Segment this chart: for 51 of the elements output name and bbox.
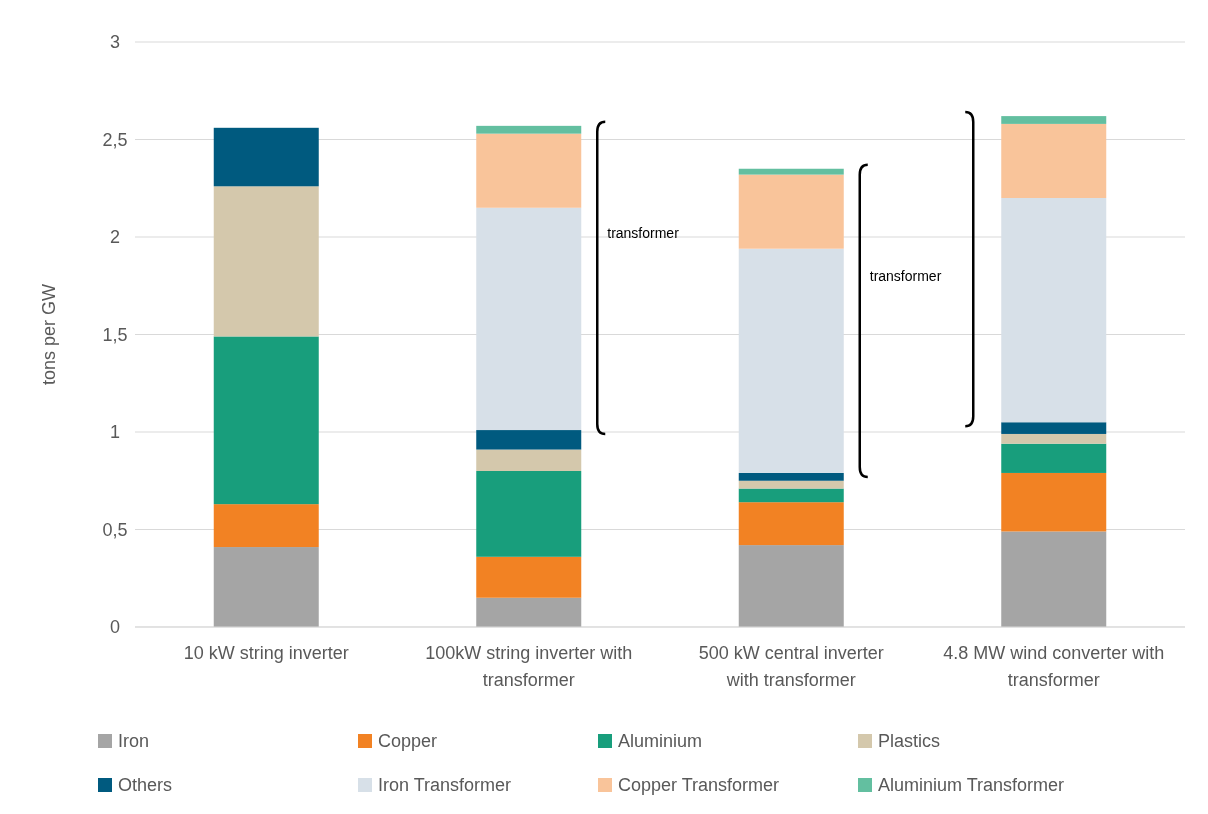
bar — [738, 168, 844, 175]
legend-label: Copper Transformer — [618, 775, 780, 795]
bar — [1001, 123, 1107, 198]
y-axis-title: tons per GW — [39, 283, 59, 386]
x-tick-label: 10 kW string inverter — [183, 643, 349, 663]
legend-label: Aluminium Transformer — [878, 775, 1065, 795]
x-tick-label: 100kW string inverter with transformer — [425, 643, 633, 690]
bar — [738, 488, 844, 503]
bar — [738, 174, 844, 249]
bar — [738, 248, 844, 473]
bar — [1001, 472, 1107, 532]
bar — [1001, 443, 1107, 473]
legend-label: Others — [118, 775, 173, 795]
bar — [738, 472, 844, 481]
bar — [1001, 198, 1107, 423]
bar — [476, 449, 582, 471]
y-tick-label: 0 — [109, 617, 121, 637]
legend-label: Aluminium — [618, 731, 703, 751]
y-tick-label: 2,5 — [102, 129, 128, 150]
y-tick-label: 2 — [109, 227, 121, 247]
legend-label: Plastics — [878, 731, 941, 751]
bar — [1001, 116, 1107, 124]
y-tick-label: 3 — [109, 32, 121, 52]
bar — [738, 480, 844, 489]
bar — [213, 336, 319, 505]
legend-label: Copper — [378, 731, 438, 751]
annotation: transformer — [869, 267, 942, 284]
bar — [476, 430, 582, 450]
bar — [1001, 531, 1107, 627]
bar — [1001, 433, 1107, 444]
bar — [476, 133, 582, 208]
bar — [476, 471, 582, 557]
legend-label: Iron — [118, 731, 150, 751]
bar — [476, 556, 582, 598]
y-tick-label: 1 — [109, 422, 121, 442]
y-tick-label: 1,5 — [102, 324, 128, 345]
annotation: transformer — [607, 224, 680, 241]
bar — [213, 504, 319, 548]
bar — [476, 597, 582, 627]
bar — [213, 547, 319, 627]
bar — [213, 186, 319, 337]
legend-label: Iron Transformer — [378, 775, 512, 795]
bar — [476, 207, 582, 431]
bar — [476, 125, 582, 134]
bar — [738, 502, 844, 546]
bar — [213, 127, 319, 187]
x-tick-label: 4.8 MW wind converter with transformer — [943, 643, 1165, 690]
bar — [738, 545, 844, 627]
y-tick-label: 0,5 — [102, 519, 128, 540]
bar — [1001, 422, 1107, 434]
x-tick-label: 500 kW central inverter with transformer — [698, 643, 884, 690]
